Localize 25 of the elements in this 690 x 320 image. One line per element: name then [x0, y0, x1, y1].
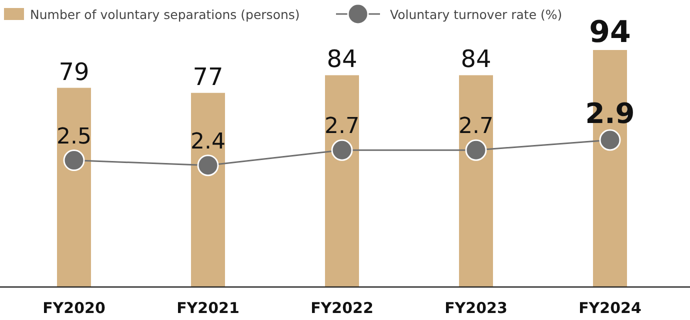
data-label: 2.5: [56, 124, 92, 150]
bar: [191, 92, 225, 287]
legend-label: Voluntary turnover rate (%): [390, 7, 562, 22]
point: [197, 154, 219, 176]
data-label: 2.7: [324, 114, 360, 140]
point: [331, 139, 353, 161]
data-label: 84: [460, 45, 492, 74]
data-label: 2.4: [190, 129, 226, 154]
bar: [459, 75, 493, 287]
data-label: 77: [192, 62, 224, 91]
data-label: 94: [589, 15, 631, 50]
x-tick-label: FY2021: [176, 299, 240, 317]
data-label: 2.7: [458, 114, 494, 140]
data-label: 84: [326, 45, 358, 74]
x-tick-label: FY2020: [42, 299, 106, 317]
point: [63, 150, 85, 172]
bar: [325, 75, 359, 287]
x-tick-label: FY2023: [444, 299, 508, 317]
x-tick-label: FY2024: [578, 299, 642, 317]
data-label: 79: [58, 58, 90, 86]
point: [599, 129, 621, 151]
legend-label: Number of voluntary separations (persons): [30, 7, 300, 22]
x-tick-label: FY2022: [310, 299, 374, 317]
bar: [57, 88, 91, 287]
point: [465, 139, 487, 161]
